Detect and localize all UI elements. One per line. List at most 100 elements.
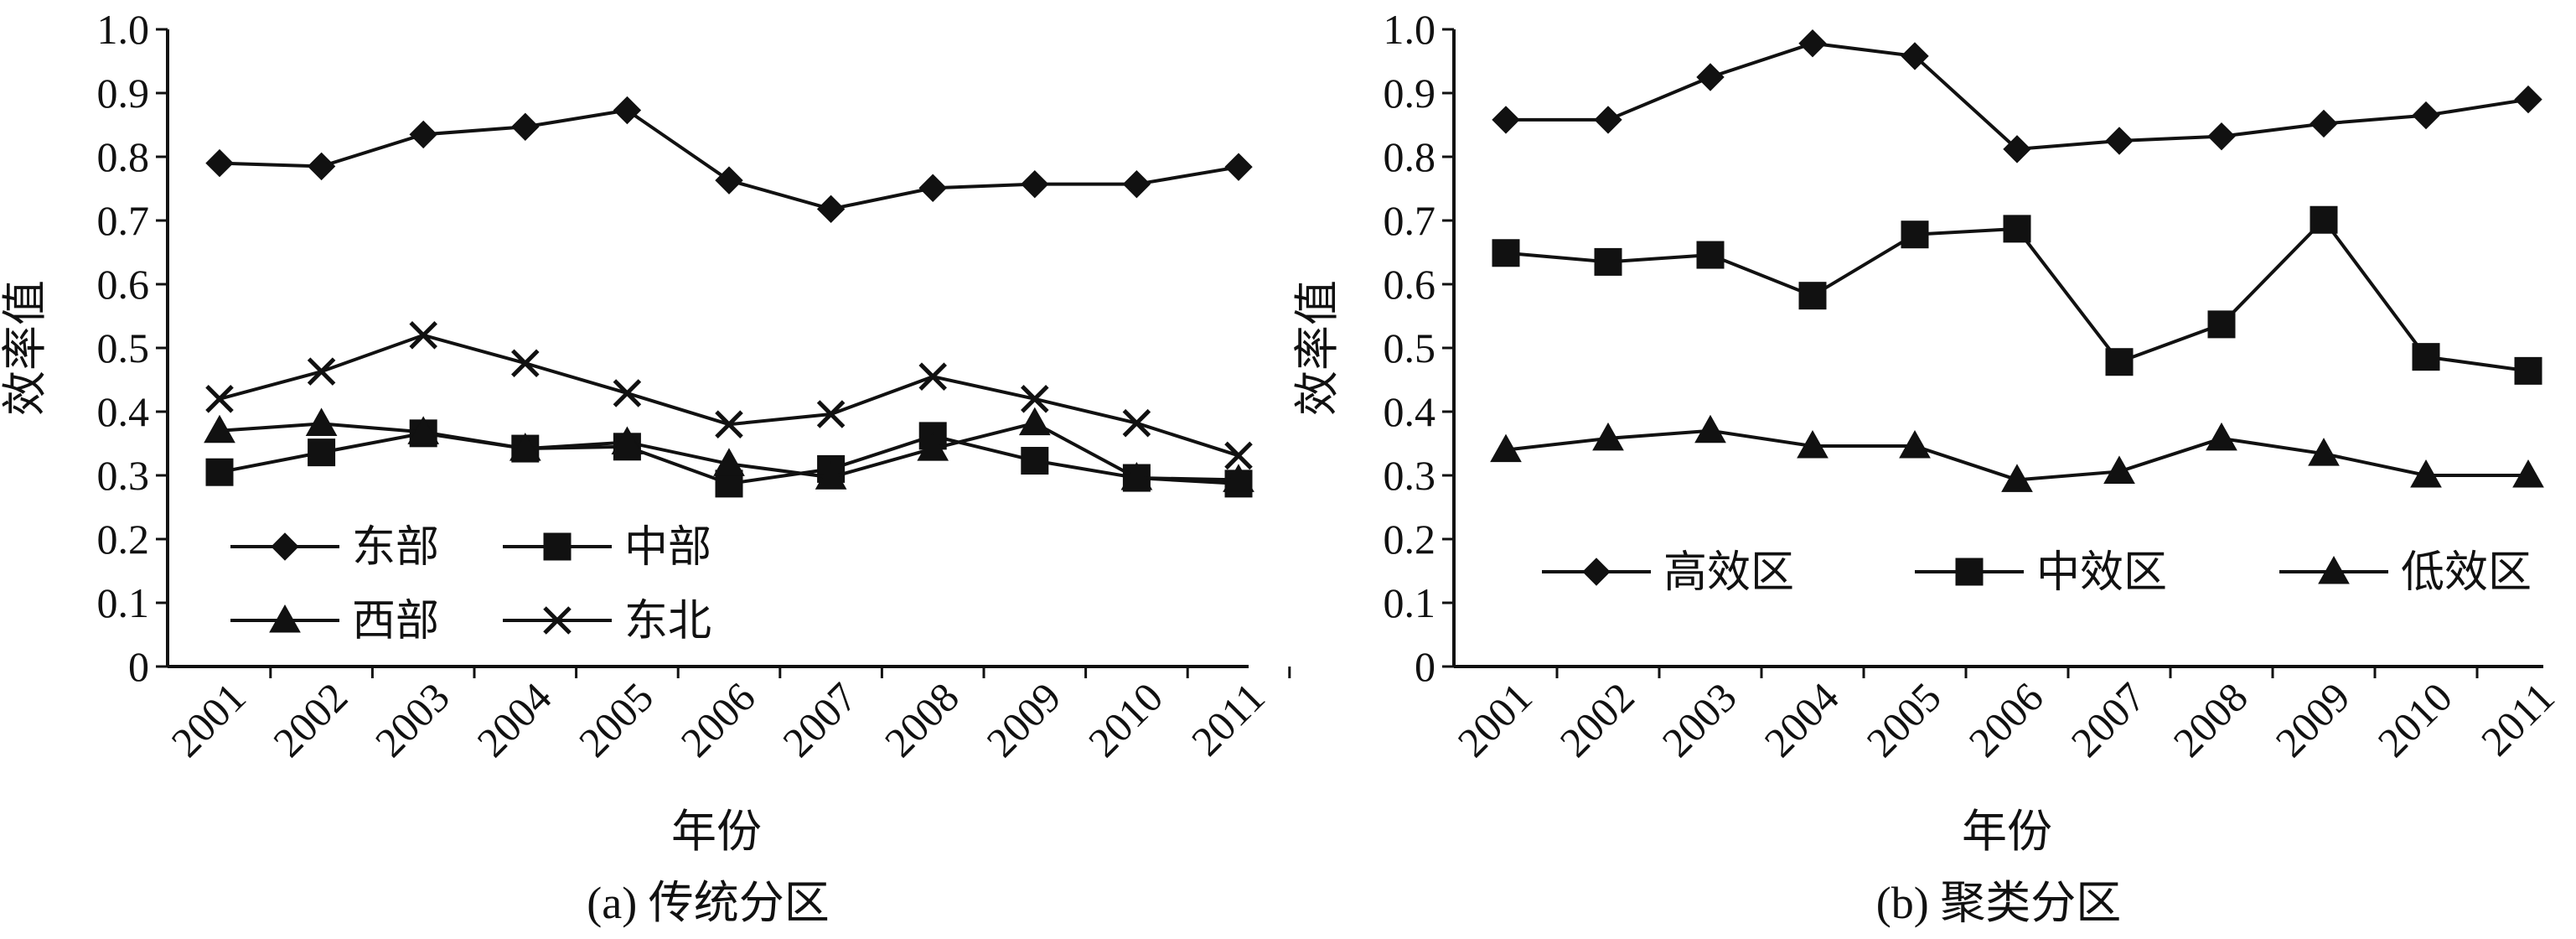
x-tick-label: 2001 [1448,673,1540,765]
y-tick-label: 0.2 [1384,516,1436,563]
data-point [307,152,336,181]
x-tick-label: 2010 [1079,673,1172,765]
data-point [815,461,847,490]
series-3 [1490,414,2544,492]
series-2 [1492,205,2542,385]
legend-entry: 低效区 [2279,549,2532,597]
x-tick-label: 2003 [366,673,458,765]
y-tick-label: 0.2 [97,516,150,563]
data-point [1798,29,1827,58]
data-point [2105,348,2134,376]
data-point [1492,106,1520,134]
legend-marker [543,606,572,635]
data-point [308,438,336,467]
data-point [2103,455,2135,484]
series-1 [1492,29,2542,163]
x-tick-label: 2007 [2061,673,2154,765]
data-point [305,407,338,436]
x-tick-label: 2009 [2266,673,2358,765]
x-tick-label: 2004 [1755,673,1847,765]
y-tick-label: 0.5 [1384,324,1436,371]
data-point [816,400,846,428]
y-tick-label: 0 [1415,643,1435,690]
data-point [1224,153,1253,181]
x-tick-label: 2008 [876,673,968,765]
x-tick-label: 2008 [2164,673,2256,765]
y-tick-label: 1.0 [97,6,150,53]
legend-marker [1955,558,1984,586]
legend-label: 低效区 [2401,549,2532,597]
data-point [1490,433,1522,463]
legend-entry: 中部 [503,524,711,572]
data-point [2412,101,2440,130]
data-point [1120,462,1153,490]
legend-label: 高效区 [1663,549,1794,597]
y-tick-label: 0.5 [97,324,150,371]
data-point [1696,63,1725,91]
data-point [2003,135,2031,163]
data-point [1694,414,1726,444]
data-point [2512,459,2544,488]
y-tick-label: 0.8 [97,133,150,180]
data-point [1901,220,1929,249]
data-point [1899,430,1931,459]
x-axis-title: 年份 [671,807,762,857]
series-1 [205,96,1253,224]
x-tick-label: 2011 [2472,673,2563,765]
data-point [307,357,336,386]
series-3 [204,407,1254,492]
x-tick-label: 2005 [570,673,662,765]
data-point [816,195,846,224]
legend-entry: 东部 [230,524,439,572]
data-point [2310,205,2338,234]
data-point [511,112,540,141]
chart-caption: (a) 传统分区 [587,878,829,928]
x-tick-label: 2004 [468,673,560,765]
data-point [205,458,234,486]
series-line [219,333,1239,458]
legend-marker [269,604,301,633]
data-point [205,148,234,178]
series-line [1506,41,2529,151]
x-tick-label: 2002 [264,673,356,765]
data-point [918,174,947,202]
legend-label: 中部 [624,524,711,572]
data-point [1021,169,1049,199]
data-point [2308,438,2340,466]
legend-label: 中效区 [2036,549,2167,597]
data-point [2207,310,2236,339]
x-tick-label: 2005 [1857,673,1949,765]
legend-marker [1582,558,1611,586]
x-tick-label: 2010 [2368,673,2460,765]
data-point [409,321,437,350]
data-point [1224,441,1253,470]
y-tick-label: 0.8 [1384,133,1436,180]
data-point [713,448,745,476]
data-point [1798,282,1827,310]
data-point [613,379,642,407]
y-axis-title: 效率值 [0,280,50,416]
data-point [2412,343,2440,371]
data-point [1018,407,1051,436]
legend-label: 东北 [624,598,711,646]
legend-label: 东部 [352,524,439,572]
data-point [1021,447,1049,475]
data-point [1797,430,1829,459]
y-tick-label: 0.1 [1384,579,1436,626]
chart-caption: (b) 聚类分区 [1876,878,2121,928]
data-point [2514,85,2542,114]
legend-marker [271,532,299,561]
y-axis-title: 效率值 [1292,280,1342,416]
y-tick-label: 0.4 [1384,388,1436,435]
y-tick-label: 0.3 [97,452,150,499]
data-point [613,96,642,125]
data-point [2105,127,2134,155]
y-tick-label: 0.6 [97,261,150,308]
x-tick-label: 2009 [977,673,1069,765]
y-tick-label: 0.6 [1384,261,1436,308]
data-point [2001,464,2033,492]
data-point [918,362,947,391]
